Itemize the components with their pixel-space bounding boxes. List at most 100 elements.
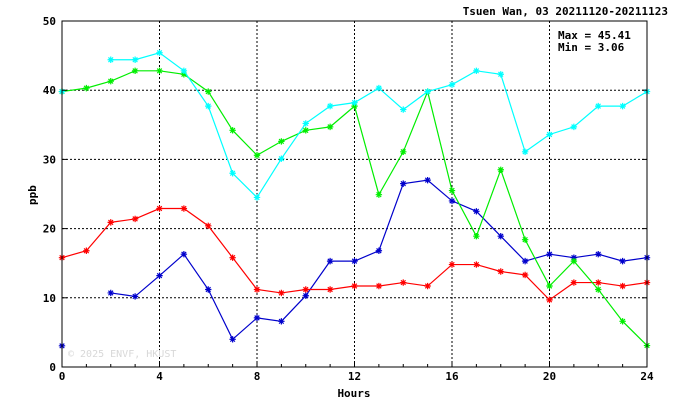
data-point: [253, 152, 261, 159]
data-point: [619, 102, 626, 110]
data-point: [302, 120, 309, 127]
data-point: [375, 191, 383, 198]
data-point: [375, 282, 383, 290]
data-point: [546, 131, 553, 138]
data-point: [595, 251, 602, 258]
data-point: [131, 215, 139, 223]
max-value-label: Max = 45.41: [558, 29, 631, 42]
x-tick-label: 20: [543, 370, 556, 383]
y-tick-label: 20: [43, 223, 56, 236]
data-point: [156, 49, 163, 56]
data-point: [205, 286, 212, 293]
data-point: [326, 123, 334, 131]
data-point: [83, 84, 90, 92]
data-point: [351, 99, 358, 106]
data-point: [253, 194, 261, 201]
data-point: [229, 127, 236, 134]
data-point: [107, 219, 114, 226]
data-point: [448, 197, 456, 205]
data-point: [278, 289, 285, 297]
data-point: [131, 293, 139, 300]
data-point: [180, 205, 188, 212]
data-point: [595, 279, 602, 286]
data-point: [302, 286, 309, 293]
data-point: [424, 88, 431, 95]
data-point: [107, 289, 114, 297]
data-point: [278, 318, 285, 325]
series-layer: [58, 49, 651, 350]
data-point: [351, 102, 358, 110]
data-point: [570, 257, 578, 265]
data-point: [546, 296, 553, 304]
y-tick-label: 0: [49, 361, 56, 374]
data-point: [351, 257, 358, 265]
x-tick-label: 24: [640, 370, 654, 383]
data-point: [131, 56, 139, 63]
series-line: [110, 52, 648, 199]
x-tick-label: 12: [348, 370, 361, 383]
data-point: [302, 127, 309, 134]
data-point: [107, 78, 114, 85]
x-tick-label: 8: [254, 370, 261, 383]
data-point: [229, 336, 236, 343]
data-point: [473, 261, 480, 268]
data-point: [205, 88, 212, 95]
data-point: [205, 222, 212, 230]
data-point: [351, 282, 358, 290]
data-point: [521, 236, 529, 243]
data-point: [473, 67, 480, 75]
data-point: [595, 286, 602, 293]
data-point: [180, 71, 188, 78]
data-point: [448, 261, 456, 268]
data-point: [448, 81, 456, 88]
data-point: [497, 233, 504, 240]
data-point: [473, 233, 480, 240]
data-point: [326, 286, 334, 293]
data-point: [156, 205, 163, 212]
data-point: [302, 292, 309, 299]
axis-ticks: 0 4 8 12 16 20 24 0 10 20 30 40 50: [43, 15, 654, 383]
data-point: [375, 84, 383, 92]
data-point: [521, 257, 529, 265]
data-point: [570, 279, 578, 286]
data-point: [107, 56, 114, 63]
data-point: [473, 208, 480, 215]
data-point: [595, 102, 602, 110]
data-point: [448, 187, 456, 194]
data-point: [570, 254, 578, 261]
grid-lines: [62, 21, 647, 367]
x-axis-label: Hours: [337, 387, 370, 400]
data-point: [619, 318, 626, 325]
data-point: [497, 166, 504, 173]
data-point: [497, 268, 504, 275]
data-point: [619, 257, 626, 265]
data-point: [180, 67, 188, 75]
y-axis-label: ppb: [26, 185, 39, 205]
data-point: [400, 148, 407, 155]
data-point: [131, 67, 139, 75]
data-point: [521, 271, 529, 279]
series-line: [110, 179, 648, 341]
data-point: [229, 254, 236, 261]
data-point: [400, 279, 407, 286]
data-point: [229, 170, 236, 177]
watermark: © 2025 ENVF, HKUST: [68, 349, 176, 360]
data-point: [546, 251, 553, 258]
data-point: [83, 247, 90, 254]
data-point: [375, 247, 383, 254]
data-point: [424, 176, 431, 184]
x-tick-label: 0: [59, 370, 66, 383]
y-tick-label: 30: [43, 153, 56, 166]
y-tick-label: 40: [43, 84, 56, 97]
data-point: [400, 180, 407, 187]
data-point: [253, 286, 261, 293]
data-point: [278, 155, 285, 162]
series-1: [58, 176, 651, 350]
data-point: [156, 272, 163, 279]
data-point: [521, 148, 529, 155]
data-point: [546, 282, 553, 290]
y-tick-label: 50: [43, 15, 56, 28]
series-line: [61, 70, 648, 346]
data-point: [205, 102, 212, 110]
